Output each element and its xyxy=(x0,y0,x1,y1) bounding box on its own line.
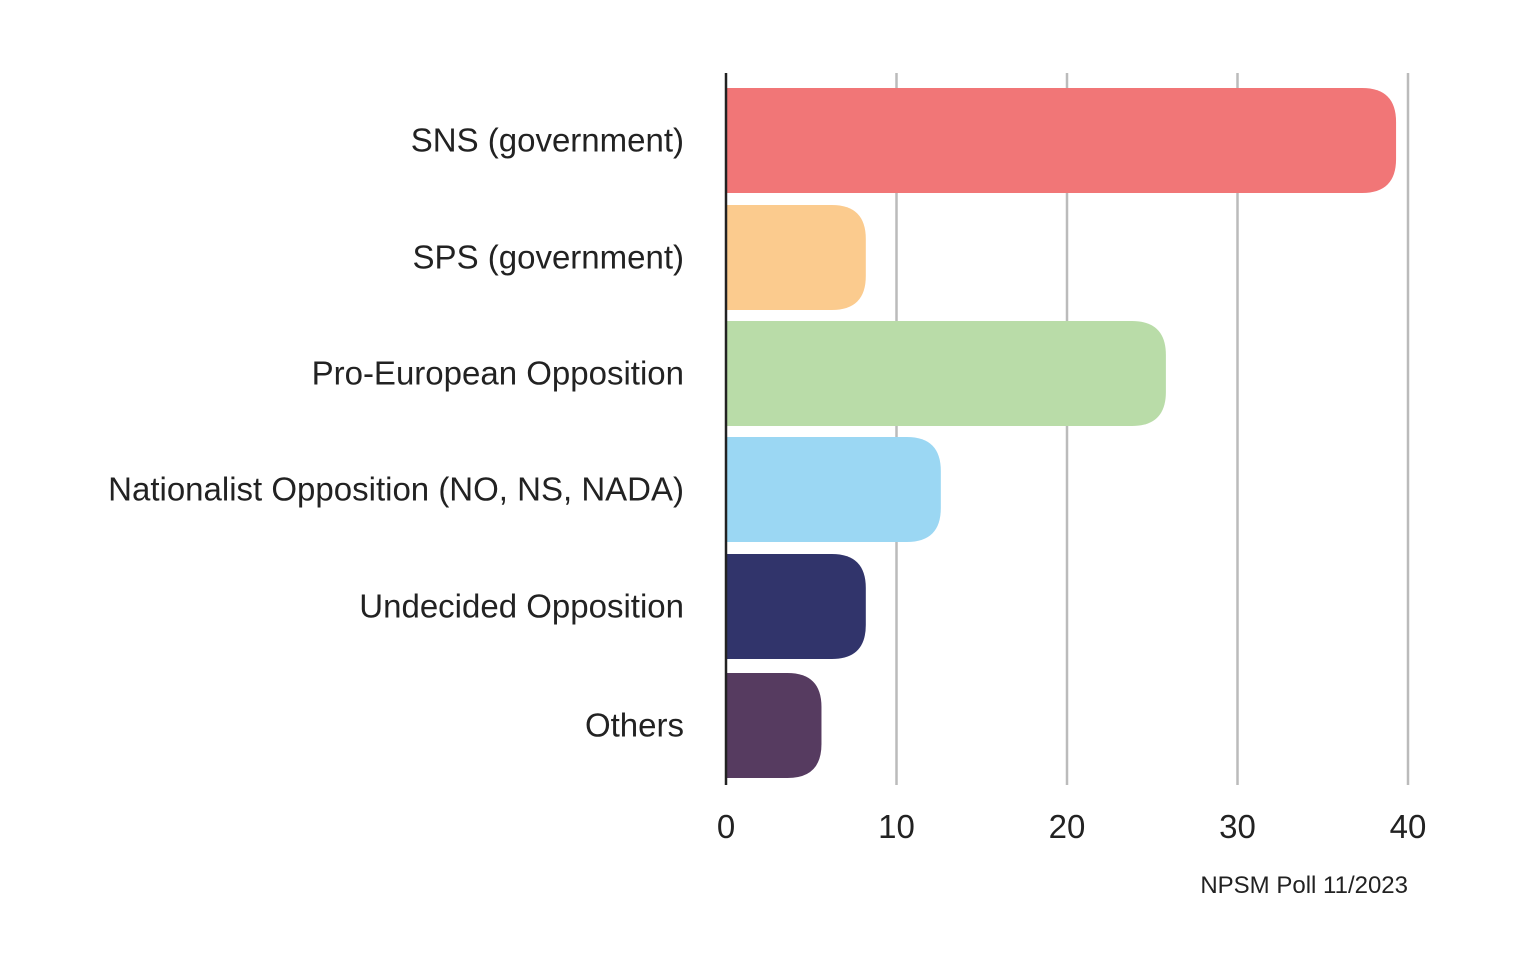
category-label: Nationalist Opposition (NO, NS, NADA) xyxy=(108,471,684,508)
bar-2 xyxy=(726,321,1166,426)
x-tick-label: 30 xyxy=(1219,808,1256,845)
source-note: NPSM Poll 11/2023 xyxy=(1200,872,1408,899)
category-label: Undecided Opposition xyxy=(359,588,684,625)
bar-0 xyxy=(726,88,1397,193)
x-tick-labels: 0 10 20 30 40 xyxy=(717,808,1427,845)
category-labels: SNS (government) SPS (government) Pro-Euro… xyxy=(108,122,684,744)
x-tick-label: 20 xyxy=(1049,808,1086,845)
category-label: Others xyxy=(585,707,684,744)
bar-4 xyxy=(726,554,866,659)
category-label: SPS (government) xyxy=(413,239,684,276)
x-tick-label: 40 xyxy=(1390,808,1427,845)
x-tick-label: 10 xyxy=(878,808,915,845)
x-tick-label: 0 xyxy=(717,808,735,845)
category-label: SNS (government) xyxy=(411,122,684,159)
bar-1 xyxy=(726,205,866,310)
bar-5 xyxy=(726,673,822,778)
bars xyxy=(726,88,1397,778)
bar-3 xyxy=(726,437,941,542)
category-label: Pro-European Opposition xyxy=(312,355,684,392)
